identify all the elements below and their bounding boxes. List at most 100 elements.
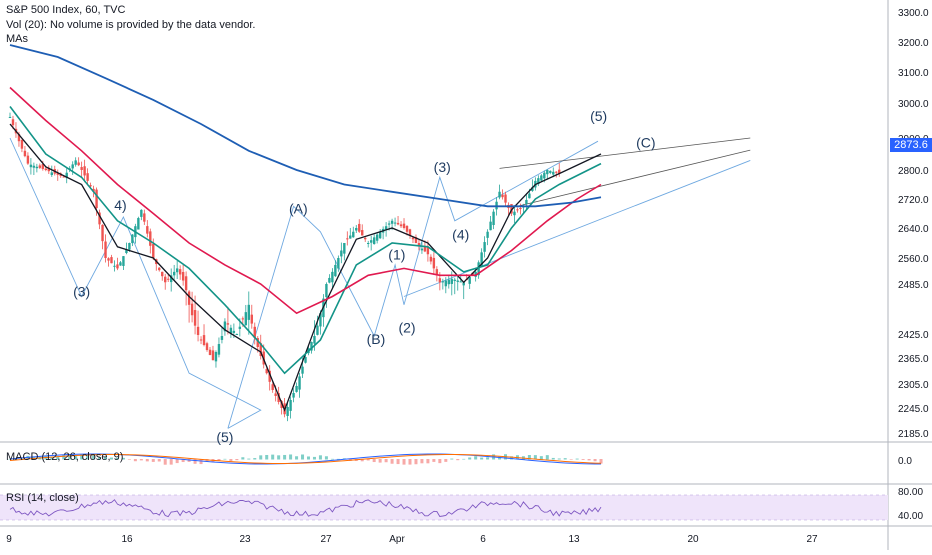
candle-body xyxy=(11,119,15,126)
candle-body xyxy=(552,171,555,175)
y-tick-label: 2305.0 xyxy=(898,380,929,391)
y-tick-label: 2185.0 xyxy=(898,429,929,440)
candle-body xyxy=(259,343,262,356)
macd-histogram-bar xyxy=(74,456,78,460)
candle-body xyxy=(346,238,349,240)
legend-macd[interactable]: MACD (12, 26, close, 9) xyxy=(6,451,124,463)
y-tick-label: 3200.0 xyxy=(898,38,929,49)
candle-body xyxy=(343,243,346,254)
candle-body xyxy=(372,237,376,245)
candle-body xyxy=(268,370,271,382)
candle-body xyxy=(235,334,239,335)
macd-histogram-bar xyxy=(295,456,299,460)
macd-signal-line xyxy=(9,454,602,464)
macd-histogram-bar xyxy=(271,454,275,460)
candle-body xyxy=(199,339,203,341)
candle-body xyxy=(71,164,74,169)
candle-body xyxy=(319,313,322,327)
candle-body xyxy=(229,327,233,334)
macd-histogram-bar xyxy=(151,459,155,462)
legend-mas[interactable]: MAs xyxy=(6,33,28,45)
candle-body xyxy=(399,224,403,227)
moving-average-line xyxy=(9,106,602,375)
macd-histogram-bar xyxy=(157,459,161,462)
macd-histogram-bar xyxy=(378,459,382,463)
macd-histogram-bar xyxy=(330,458,334,460)
candle-body xyxy=(387,223,391,225)
candle-body xyxy=(26,155,30,164)
y-tick-label: 3300.0 xyxy=(898,8,929,19)
candle-body xyxy=(301,366,304,374)
candle-body xyxy=(44,168,48,170)
macd-histogram-bar xyxy=(396,459,400,465)
y-tick-label: 2425.0 xyxy=(898,330,929,341)
wave-label: (B) xyxy=(367,331,386,347)
candle-body xyxy=(474,271,477,277)
candle-body xyxy=(361,230,364,236)
candle-body xyxy=(328,277,331,283)
macd-histogram-bar xyxy=(390,459,394,464)
candle-body xyxy=(161,271,164,277)
candle-body xyxy=(435,269,439,276)
macd-histogram-bar xyxy=(181,459,185,463)
macd-histogram-bar xyxy=(169,459,173,465)
candle-body xyxy=(8,117,12,118)
rsi-tick-label: 40.00 xyxy=(898,511,923,522)
candle-body xyxy=(358,223,361,232)
macd-histogram-bar xyxy=(527,455,531,460)
x-tick-label: 23 xyxy=(239,534,251,545)
candle-body xyxy=(104,241,107,258)
x-tick-label: 13 xyxy=(568,534,580,545)
x-tick-label: 9 xyxy=(6,534,12,545)
candle-body xyxy=(172,271,176,276)
candle-body xyxy=(432,257,436,269)
macd-histogram-bar xyxy=(444,459,448,462)
last-price-tag: 2873.6 xyxy=(890,138,932,152)
x-tick-label: 6 xyxy=(480,534,486,545)
x-tick-label: Apr xyxy=(389,534,405,545)
macd-histogram-bar xyxy=(498,456,502,460)
macd-histogram-bar xyxy=(277,455,281,460)
candle-body xyxy=(167,278,170,280)
candle-body xyxy=(187,291,191,305)
macd-histogram-bar xyxy=(432,459,436,462)
legend-symbol[interactable]: S&P 500 Index, 60, TVC xyxy=(6,4,126,16)
macd-histogram-bar xyxy=(223,458,227,460)
macd-histogram-bar xyxy=(235,459,239,461)
candle-body xyxy=(525,199,528,204)
candle-body xyxy=(423,246,427,252)
macd-histogram-bar xyxy=(32,456,36,460)
macd-histogram-bar xyxy=(283,454,287,460)
candle-body xyxy=(122,256,125,266)
macd-histogram-bar xyxy=(199,459,203,465)
channel-line xyxy=(403,159,751,297)
candle-body xyxy=(193,310,197,326)
moving-average-line xyxy=(9,123,602,412)
moving-average-line xyxy=(9,86,602,315)
legend-rsi[interactable]: RSI (14, close) xyxy=(6,492,79,504)
macd-histogram-bar xyxy=(253,458,257,460)
candle-body xyxy=(32,165,36,168)
candle-body xyxy=(265,368,268,374)
candle-body xyxy=(92,188,95,192)
y-tick-label: 2640.0 xyxy=(898,224,929,235)
candle-body xyxy=(513,211,516,216)
macd-histogram-bar xyxy=(468,457,472,460)
rsi-tick-label: 80.00 xyxy=(898,487,923,498)
macd-histogram-bar xyxy=(462,458,466,460)
candle-body xyxy=(378,231,382,239)
candle-body xyxy=(244,312,248,326)
macd-histogram-bar xyxy=(8,458,12,460)
candle-body xyxy=(50,172,53,176)
candle-body xyxy=(62,176,65,178)
candle-body xyxy=(396,222,400,225)
candle-body xyxy=(38,165,42,168)
candle-body xyxy=(531,187,534,191)
y-tick-label: 2485.0 xyxy=(898,280,929,291)
y-tick-label: 3100.0 xyxy=(898,68,929,79)
candle-body xyxy=(95,189,98,209)
candle-body xyxy=(277,393,280,402)
macd-histogram-bar xyxy=(121,457,125,460)
